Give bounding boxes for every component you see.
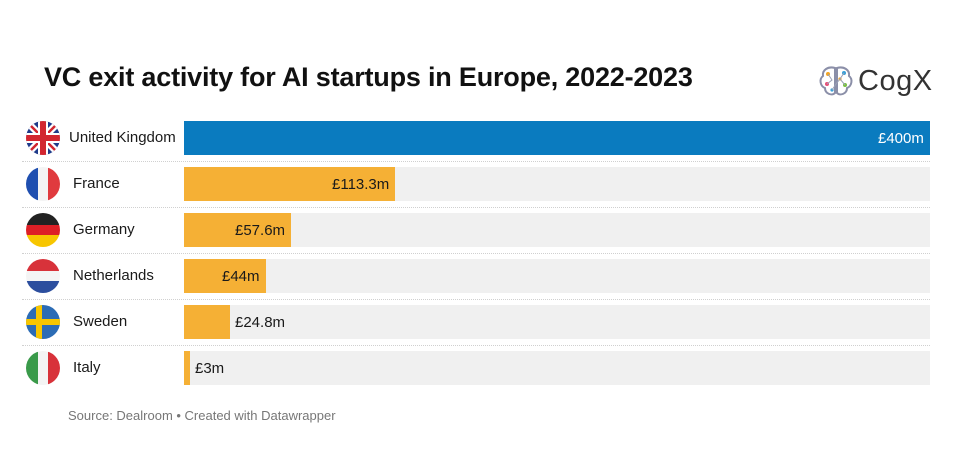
bar — [184, 121, 930, 155]
category-label: United Kingdom — [69, 129, 176, 146]
uk-flag-icon — [26, 121, 60, 155]
value-label: £57.6m — [235, 222, 286, 239]
bar-chart: United Kingdom £400m France £113.3m Germany £… — [22, 121, 934, 385]
bar — [184, 305, 230, 339]
value-label: £3m — [195, 360, 225, 377]
value-label: £400m — [878, 130, 924, 147]
brain-icon — [819, 66, 853, 96]
category-label: Germany — [73, 221, 135, 238]
bar-track: £113.3m — [184, 167, 930, 201]
category-label: Italy — [73, 359, 101, 376]
value-label: £44m — [222, 268, 260, 285]
row-separator — [22, 299, 930, 300]
germany-flag-icon — [26, 213, 60, 247]
category-label: Sweden — [73, 313, 128, 330]
bar-track: £57.6m — [184, 213, 930, 247]
bar-row: Germany £57.6m — [22, 213, 934, 247]
value-label: £24.8m — [235, 314, 286, 331]
bar — [184, 259, 266, 293]
bar-track: £44m — [184, 259, 930, 293]
bar — [184, 351, 190, 385]
row-separator — [22, 345, 930, 346]
bar-row: Sweden £24.8m — [22, 305, 934, 339]
row-separator — [22, 161, 930, 162]
bar — [184, 167, 395, 201]
bar-track: £24.8m — [184, 305, 930, 339]
source-note: Source: Dealroom • Created with Datawrap… — [68, 408, 336, 423]
bar-row: France £113.3m — [22, 167, 934, 201]
cogx-logo: CogX — [818, 64, 938, 100]
bar-row: Italy £3m — [22, 351, 934, 385]
chart-title: VC exit activity for AI startups in Euro… — [44, 62, 693, 92]
logo-text: CogX — [858, 65, 933, 97]
category-label: Netherlands — [73, 267, 154, 284]
bar — [184, 213, 291, 247]
netherlands-flag-icon — [26, 259, 60, 293]
bar-track: £400m — [184, 121, 930, 155]
row-separator — [22, 207, 930, 208]
value-label: £113.3m — [332, 176, 390, 193]
france-flag-icon — [26, 167, 60, 201]
bar-row: United Kingdom £400m — [22, 121, 934, 155]
italy-flag-icon — [26, 351, 60, 385]
sweden-flag-icon — [26, 305, 60, 339]
category-label: France — [73, 175, 120, 192]
row-separator — [22, 253, 930, 254]
bar-row: Netherlands £44m — [22, 259, 934, 293]
bar-track: £3m — [184, 351, 930, 385]
